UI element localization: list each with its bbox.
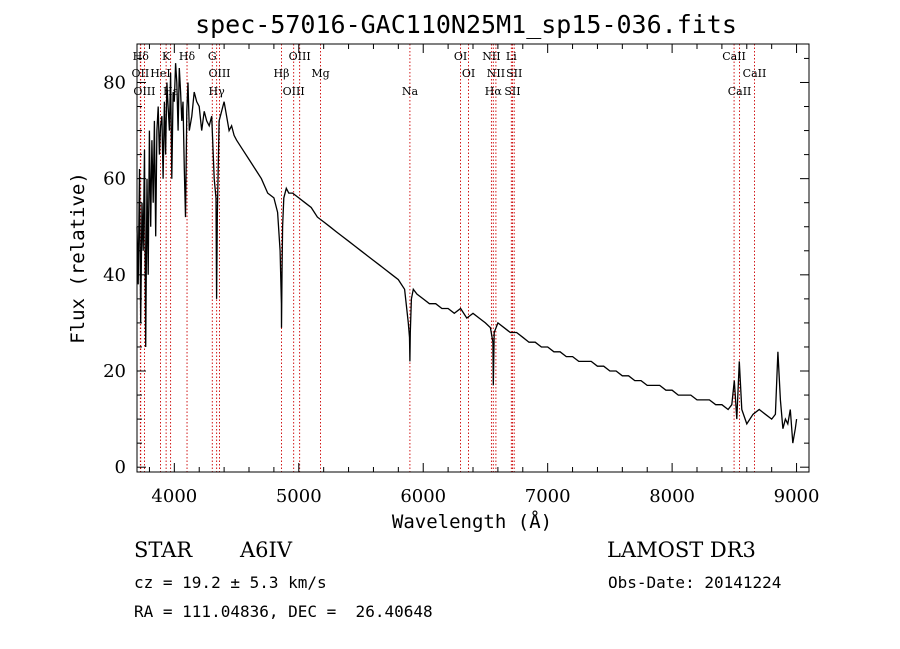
- line-label: G: [208, 50, 217, 63]
- line-label: NII: [482, 50, 500, 63]
- line-label: OI: [454, 50, 467, 63]
- line-label: CaII: [722, 50, 746, 63]
- chart-title: spec-57016-GAC110N25M1_sp15-036.fits: [195, 10, 737, 39]
- spectral-line-labels: HδOIIOIIIKHeIHεHδOIIIHγGHβOIIIOIIIMgNaOI…: [132, 50, 767, 98]
- subclass: A6IV: [240, 538, 292, 562]
- line-label: OI: [462, 67, 475, 80]
- line-label: Hγ: [209, 85, 226, 98]
- y-tick-label: 0: [115, 457, 126, 478]
- y-tick-label: 60: [103, 169, 126, 190]
- line-label: OIII: [283, 85, 305, 98]
- y-axis: 0 20 40 60 80: [103, 57, 809, 478]
- survey-name: LAMOST DR3: [607, 538, 756, 562]
- x-tick-label: 9000: [774, 486, 820, 507]
- line-label: K: [162, 50, 171, 63]
- y-axis-label: Flux (relative): [67, 172, 89, 344]
- redshift: cz = 19.2 ± 5.3 km/s: [134, 573, 327, 592]
- line-label: NII: [487, 67, 505, 80]
- line-label: CaII: [728, 85, 752, 98]
- line-label: Hα: [485, 85, 503, 98]
- obs-date: Obs-Date: 20141224: [608, 573, 782, 592]
- line-label: Na: [402, 85, 419, 98]
- spectrum-chart: spec-57016-GAC110N25M1_sp15-036.fits Hδ O…: [67, 10, 820, 533]
- line-label: Hβ: [274, 67, 290, 80]
- y-tick-label: 40: [103, 265, 126, 286]
- spectral-line-markers: [139, 44, 755, 472]
- spectrum-line: [136, 63, 798, 444]
- y-tick-label: 80: [103, 72, 126, 93]
- object-class: STAR: [134, 538, 193, 562]
- x-tick-label: 8000: [649, 486, 695, 507]
- line-label: Hδ: [133, 50, 150, 63]
- line-label: Mg: [311, 67, 329, 80]
- x-tick-label: 6000: [400, 486, 446, 507]
- coordinates: RA = 111.04836, DEC = 26.40648: [134, 602, 433, 621]
- line-label: CaII: [743, 67, 767, 80]
- line-label: Hδ: [179, 50, 196, 63]
- line-label: SII: [506, 67, 522, 80]
- line-label: SII: [504, 85, 520, 98]
- line-label: HeI: [150, 67, 170, 80]
- line-label: OII: [132, 67, 150, 80]
- plot-frame: [136, 43, 810, 473]
- x-tick-label: 7000: [525, 486, 571, 507]
- x-tick-label: 5000: [276, 486, 322, 507]
- x-tick-label: 4000: [151, 486, 197, 507]
- y-tick-label: 20: [103, 361, 126, 382]
- line-label: Li: [506, 50, 517, 63]
- line-label: OIII: [289, 50, 311, 63]
- x-axis: 4000 5000 6000 7000 8000 9000: [148, 44, 820, 507]
- line-label: OIII: [208, 67, 230, 80]
- line-label: OIII: [133, 85, 155, 98]
- x-axis-label: Wavelength (Å): [392, 510, 552, 533]
